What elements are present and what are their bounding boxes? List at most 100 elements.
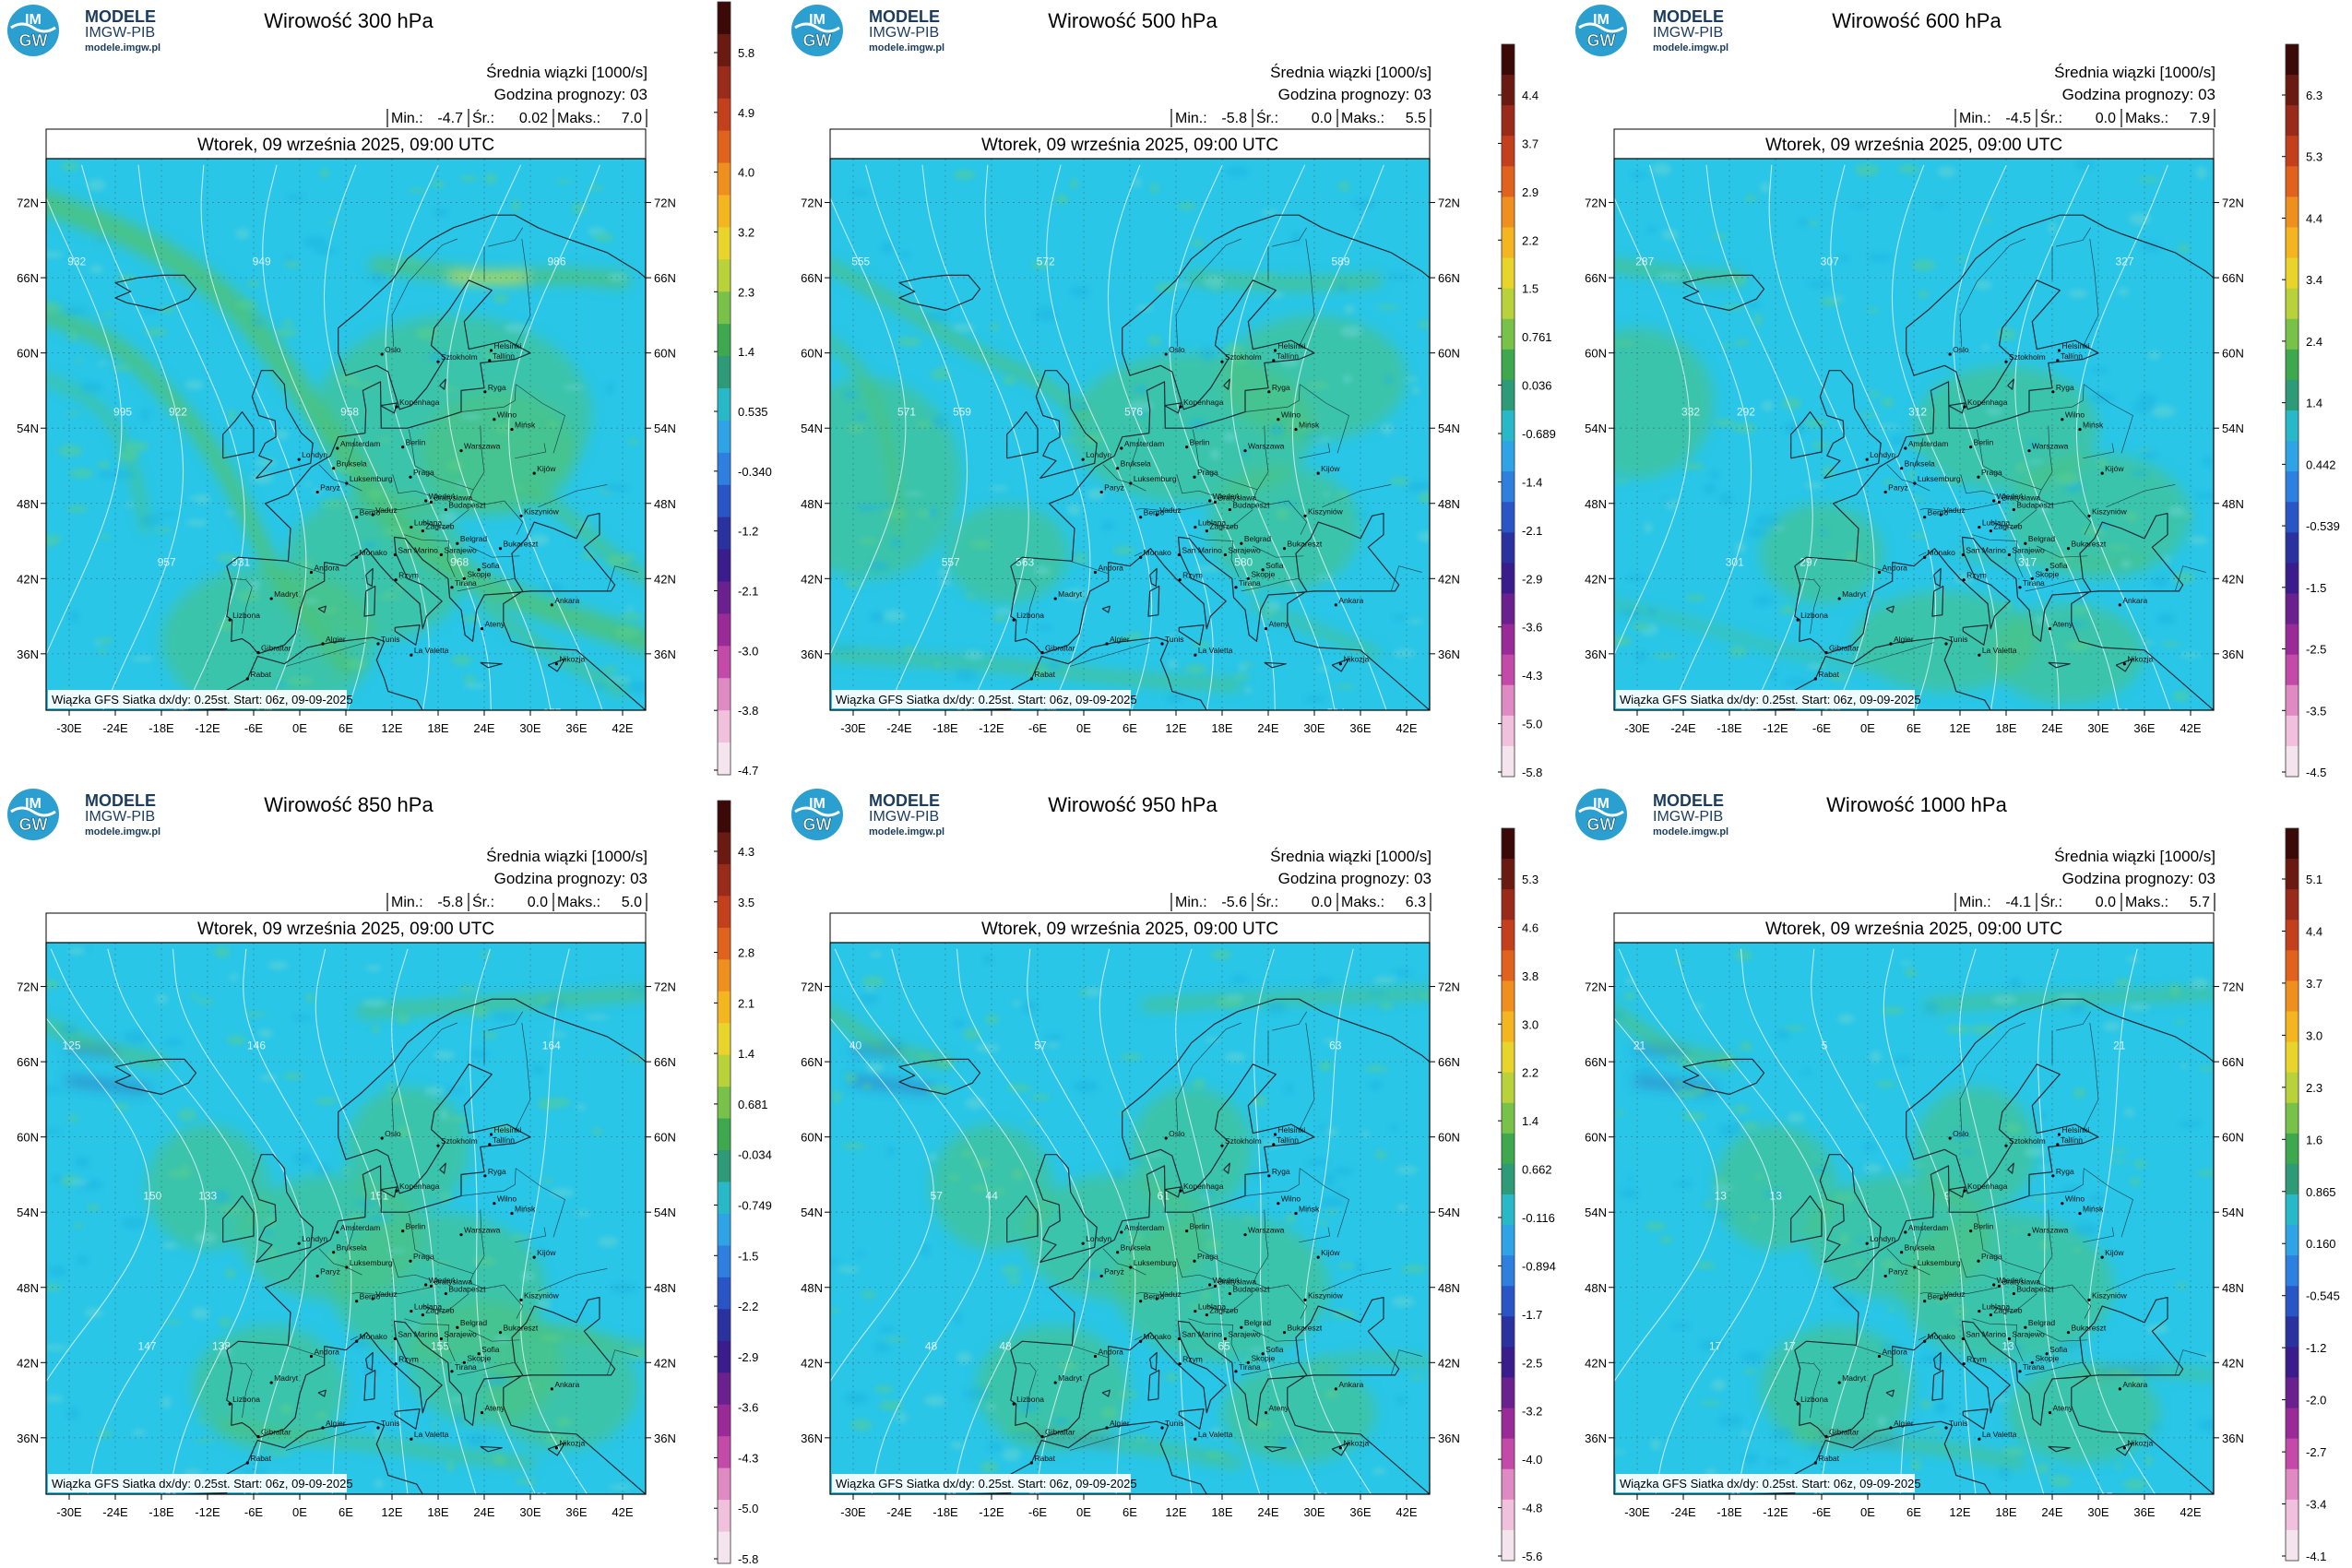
lon-tick-label: -24E xyxy=(886,1505,912,1519)
color-scale-swatch xyxy=(1502,1499,1515,1531)
lat-tick-label-right: 48N xyxy=(1438,1281,1460,1295)
field-speckle xyxy=(384,589,395,598)
island-coastline xyxy=(2115,1442,2134,1456)
color-scale-swatch xyxy=(718,388,731,422)
field-speckle xyxy=(549,1187,575,1197)
field-speckle xyxy=(1631,622,1651,631)
city-label: Ateny xyxy=(485,1404,505,1413)
field-speckle xyxy=(1740,1431,1750,1437)
city-dot xyxy=(355,1300,359,1303)
color-scale-label: -1.4 xyxy=(1522,475,1542,489)
city-label: Kopenhaga xyxy=(1183,398,1224,407)
field-speckle xyxy=(69,1179,88,1185)
field-speckle xyxy=(100,534,112,540)
field-speckle xyxy=(194,1438,216,1443)
color-scale-swatch xyxy=(2286,1194,2299,1226)
field-speckle xyxy=(449,1396,468,1403)
lat-tick-label-right: 36N xyxy=(1438,647,1460,661)
color-scale-label: -2.2 xyxy=(738,1300,758,1313)
city-label: Sztokholm xyxy=(2009,1136,2046,1146)
color-scale-label: -0.689 xyxy=(1522,427,1556,441)
city-dot xyxy=(228,1402,232,1406)
isoline xyxy=(315,948,409,1494)
field-speckle xyxy=(229,973,240,981)
field-speckle xyxy=(293,1152,314,1165)
country-border xyxy=(460,1168,517,1196)
city-label: Praga xyxy=(1981,468,2002,477)
field-speckle xyxy=(1625,575,1646,581)
field-speckle xyxy=(1205,1239,1222,1251)
field-speckle xyxy=(915,421,932,429)
lat-tick-label-right: 72N xyxy=(1438,196,1460,210)
field-speckle xyxy=(84,1307,104,1318)
field-speckle xyxy=(60,161,80,172)
isoline xyxy=(1175,948,1261,1494)
city-dot xyxy=(1193,1259,1196,1263)
isoline-label: 13 xyxy=(2002,1340,2014,1353)
field-speckle xyxy=(1083,1269,1101,1280)
island-coastline xyxy=(1178,624,1205,646)
lon-tick-label: -6E xyxy=(1812,721,1832,735)
field-speckle xyxy=(468,1050,489,1059)
city-dot xyxy=(2056,1143,2060,1146)
field-speckle xyxy=(1374,304,1400,310)
country-border xyxy=(1188,1318,1240,1362)
lon-tick-label: 30E xyxy=(519,1505,540,1519)
island-coastline xyxy=(380,1186,398,1198)
field-speckle xyxy=(1404,376,1420,382)
field-speckle xyxy=(124,502,136,508)
color-scale-swatch xyxy=(1502,410,1515,442)
color-scale-swatch xyxy=(718,1182,731,1215)
country-border xyxy=(515,1227,547,1243)
graticule xyxy=(1614,943,2214,1494)
color-scale-swatch xyxy=(1502,44,1515,76)
lon-tick-label: 42E xyxy=(2180,721,2201,735)
city-dot xyxy=(1963,1189,1966,1193)
field-speckle xyxy=(462,613,482,623)
color-scale-swatch xyxy=(1502,1408,1515,1440)
avg-value: 0.0 xyxy=(528,895,548,910)
country-border xyxy=(2082,238,2099,348)
color-scale-swatch xyxy=(1502,1529,1515,1562)
city-dot xyxy=(1837,597,1841,600)
country-border xyxy=(1976,1213,2042,1275)
field-speckle xyxy=(1011,1432,1037,1438)
field-speckle xyxy=(1322,492,1330,497)
city-dot xyxy=(459,1233,463,1237)
field-speckle xyxy=(1869,390,1881,398)
city-label: Skopje xyxy=(1251,1353,1275,1362)
city-label: Ankara xyxy=(554,596,579,605)
color-scale-swatch xyxy=(718,2,731,35)
field-speckle xyxy=(2069,1004,2085,1014)
color-scale-label: 3.7 xyxy=(1522,137,1538,150)
field-speckle xyxy=(493,1336,511,1343)
color-scale-swatch xyxy=(1502,441,1515,472)
city-label: Helsinki xyxy=(2062,341,2090,350)
isoline-label: 151 xyxy=(370,1190,388,1203)
country-border xyxy=(1959,238,2025,347)
color-scale-swatch xyxy=(2286,257,2299,290)
color-scale: 5.34.63.83.02.21.40.662-0.116-0.894-1.7-… xyxy=(1498,827,1556,1563)
lon-tick-label: 18E xyxy=(1211,721,1232,735)
city-dot xyxy=(2118,603,2121,607)
city-dot xyxy=(1185,445,1189,449)
country-border xyxy=(469,497,524,535)
color-scale-label: -1.2 xyxy=(2306,1341,2326,1355)
city-label: Zagrzeb xyxy=(1993,522,2022,531)
vorticity-blob xyxy=(1914,1087,2037,1213)
geopotential-isolines xyxy=(1614,164,2171,710)
field-speckle xyxy=(884,1039,904,1048)
field-speckle xyxy=(956,669,977,682)
field-speckle xyxy=(1306,1158,1330,1167)
field-speckle xyxy=(438,511,458,524)
city-dot xyxy=(1282,547,1287,551)
field-speckle xyxy=(2177,244,2190,253)
isoline-label: 576 xyxy=(1124,406,1143,419)
field-speckle xyxy=(1396,1396,1407,1404)
field-speckle xyxy=(1333,684,1358,689)
field-speckle xyxy=(1075,552,1087,565)
color-scale-swatch xyxy=(718,291,731,325)
field-speckle xyxy=(542,1178,554,1184)
logo-badge-circle xyxy=(1575,5,1627,56)
lat-tick-label-right: 60N xyxy=(2222,1131,2244,1145)
